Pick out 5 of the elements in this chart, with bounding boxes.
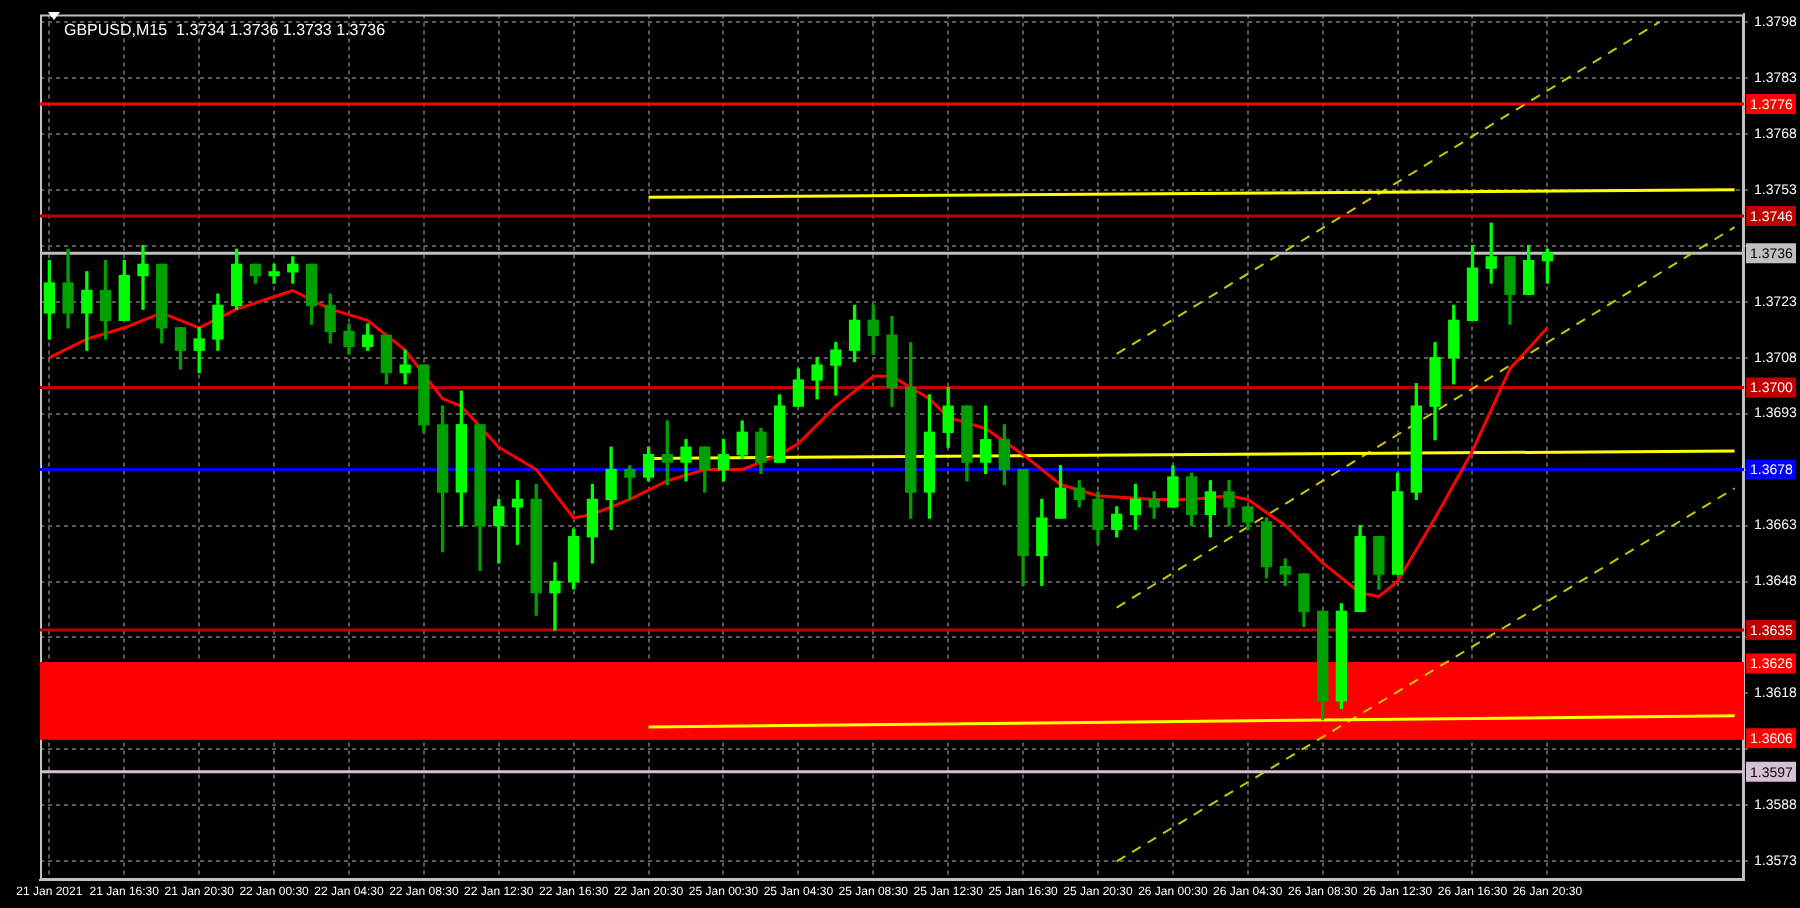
candlestick bbox=[549, 562, 561, 631]
candlestick bbox=[268, 263, 280, 284]
candlestick bbox=[137, 245, 149, 310]
chart-title: GBPUSD,M15 1.3734 1.3736 1.3733 1.3736 bbox=[64, 20, 387, 39]
candlestick bbox=[624, 465, 636, 501]
